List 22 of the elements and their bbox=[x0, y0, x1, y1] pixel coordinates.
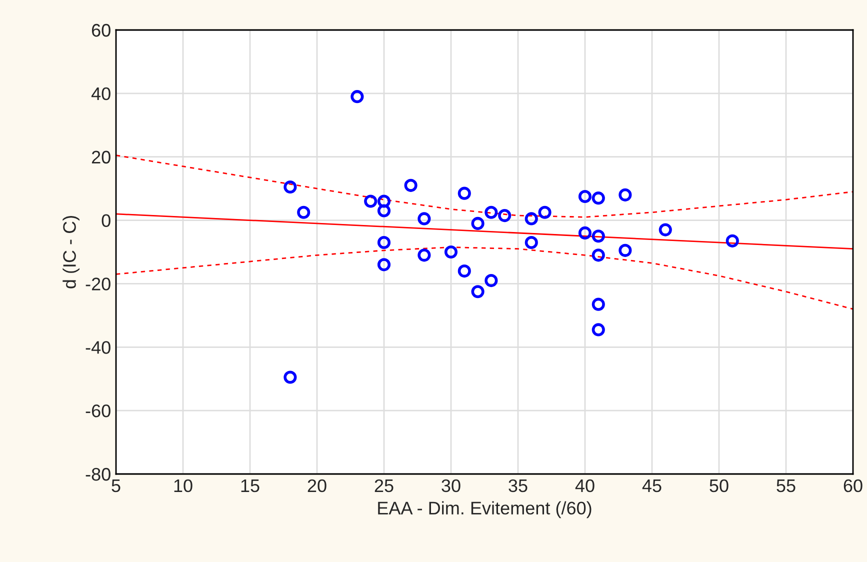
y-tick-label: -20 bbox=[86, 278, 110, 290]
x-tick-label: 20 bbox=[308, 479, 326, 492]
y-tick-label: -60 bbox=[86, 404, 110, 418]
y-tick-label: 40 bbox=[91, 87, 110, 100]
x-tick-label: 5 bbox=[112, 480, 120, 492]
y-tick-label: 0 bbox=[102, 214, 110, 228]
x-tick-label: 50 bbox=[710, 479, 728, 492]
y-tick-label: 20 bbox=[92, 150, 110, 164]
y-tick-label: 60 bbox=[92, 24, 110, 37]
x-tick-label: 55 bbox=[776, 480, 796, 492]
y-axis-title: d (IC - C) bbox=[62, 216, 80, 288]
x-tick-label: 15 bbox=[241, 480, 260, 492]
x-tick-label: 40 bbox=[575, 479, 594, 492]
x-axis-title: EAA - Dim. Evitement (/60) bbox=[378, 501, 592, 518]
x-tick-label: 60 bbox=[844, 479, 862, 492]
x-tick-label: 25 bbox=[374, 479, 394, 492]
y-tick-label: -40 bbox=[86, 341, 110, 354]
x-tick-label: 45 bbox=[642, 480, 662, 492]
x-tick-label: 10 bbox=[174, 479, 192, 492]
x-tick-label: 35 bbox=[508, 479, 528, 492]
x-tick-label: 30 bbox=[442, 479, 460, 492]
y-tick-label: -80 bbox=[86, 468, 110, 481]
